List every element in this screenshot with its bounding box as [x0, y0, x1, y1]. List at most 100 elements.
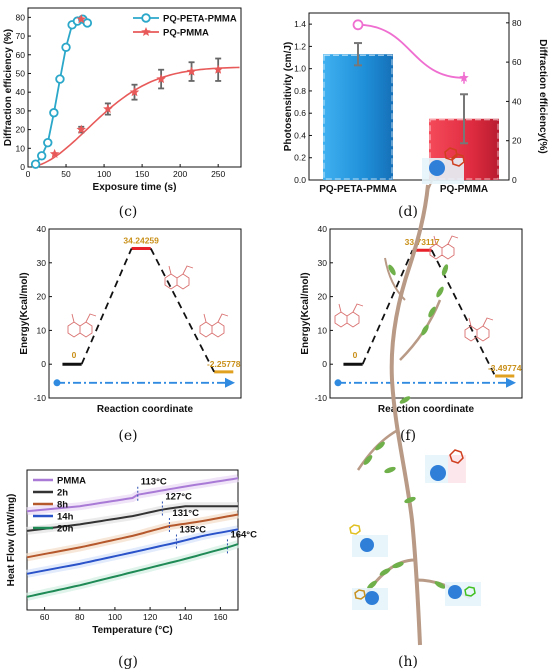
y-tick-label: 40 [318, 224, 328, 234]
molecule-ring [67, 321, 93, 338]
energy-label-transition-state: 33.73117 [405, 237, 440, 247]
tg-label-8h: 131°C [172, 508, 199, 519]
y-tick-label: 1.4 [294, 19, 306, 29]
diffraction-efficiency-line [357, 23, 465, 79]
y-tick-label: -10 [34, 393, 47, 403]
y2-axis-label: Diffraction efficiency(%) [537, 39, 548, 153]
tg-label-20h: 164°C [230, 529, 257, 540]
x-tick-label: 120 [143, 612, 157, 622]
y-tick-label: 10 [16, 143, 26, 153]
axes-frame [329, 228, 523, 399]
reaction-coordinate-arrowhead [506, 377, 516, 388]
molecule-structure-icon [429, 235, 459, 260]
caption-g: (g) [118, 654, 138, 670]
panel-g-chart: 60 80 100 120 140 160 Temperature (°C) Heat Flo… [6, 469, 257, 636]
molecule-bond [433, 235, 459, 245]
line-point-pq-peta-pmma [352, 19, 364, 31]
molecule-bond [338, 303, 364, 313]
legend-label-20h: 20h [57, 524, 74, 535]
x-tick-label: 80 [75, 612, 85, 622]
molecule-bond [203, 313, 229, 323]
bar-border [323, 54, 393, 180]
x-tick-label: 250 [211, 169, 225, 179]
y2-tick-label: 0 [512, 175, 517, 185]
molecule-bubble-upper-right [422, 147, 465, 184]
line-point-pq-pmma [459, 72, 469, 82]
axes-frame [308, 12, 510, 181]
data-point-pq-peta-pmma [36, 151, 47, 161]
reaction-coordinate-start [334, 379, 342, 387]
series-line-pq-pmma-fit [35, 66, 240, 167]
x-tick-label: 100 [97, 169, 111, 179]
y-tick-label: 70 [16, 31, 26, 41]
molecule-bubble-lower-left [352, 588, 388, 610]
y-tick-label: 20 [318, 292, 328, 302]
molecule-bond [71, 313, 97, 323]
y-tick-label: 50 [16, 68, 26, 78]
x-tick-label: 60 [40, 612, 50, 622]
molecule-bubble-top [425, 449, 466, 483]
energy-label-transition-state: 34.24259 [123, 235, 159, 245]
x-tick-label: 0 [26, 169, 31, 179]
reaction-coordinate-start [53, 379, 61, 387]
molecule-ring [334, 311, 360, 328]
y-tick-label: 0.6 [294, 108, 306, 118]
y-tick-label: 1.2 [294, 41, 306, 51]
y-tick-label: 40 [16, 87, 26, 97]
data-point-pq-peta-pmma [30, 159, 41, 169]
data-point-pq-pmma [76, 14, 87, 24]
legend-label-pq-peta-pmma: PQ-PETA-PMMA [163, 14, 237, 25]
molecule-bubble-lower-right [445, 582, 481, 606]
y-tick-label: -10 [315, 393, 328, 403]
caption-f: (f) [400, 428, 416, 444]
series-line-8h [26, 513, 239, 559]
caption-h: (h) [398, 654, 418, 670]
y2-tick-label: 60 [512, 57, 522, 67]
y-tick-label: 0.0 [294, 175, 306, 185]
energy-label-reactant: 0 [72, 350, 77, 360]
caption-d: (d) [398, 204, 418, 220]
data-point-pq-pmma [129, 87, 140, 97]
x-axis-label: Temperature (°C) [92, 625, 173, 636]
x-axis-label: Reaction coordinate [378, 404, 475, 415]
energy-label-product: -3.49774 [488, 363, 522, 373]
molecule-structure-icon [164, 265, 194, 290]
tg-label-pmma: 113°C [141, 477, 167, 488]
axes-frame [48, 228, 242, 399]
y-tick-label: 10 [37, 325, 47, 335]
x-axis-label: Reaction coordinate [97, 404, 194, 415]
reaction-path-up [361, 249, 414, 365]
data-point-pq-peta-pmma [61, 42, 71, 52]
tg-label-2h: 127°C [165, 492, 192, 503]
data-point-pq-pmma [186, 66, 197, 76]
y2-tick-label: 80 [512, 18, 522, 28]
panel-e-chart: -10 0 10 20 30 40 Reaction coordinate Energy(Kc… [19, 224, 242, 415]
molecule-structure-icon [464, 317, 494, 342]
y-tick-label: 40 [37, 224, 47, 234]
axes-frame [27, 7, 242, 168]
y-axis-label: Energy(Kcal/mol) [300, 272, 311, 354]
series-line-14h [26, 528, 239, 575]
legend-marker-pq-peta-pmma [141, 13, 151, 23]
x-axis-label: Exposure time (s) [93, 182, 177, 193]
x-tick-label: 150 [135, 169, 149, 179]
reaction-path-up [80, 248, 133, 365]
x-tick-label: 100 [108, 612, 122, 622]
series-line-2h [26, 505, 238, 532]
y-tick-label: 10 [318, 325, 328, 335]
energy-label-reactant: 0 [353, 350, 358, 360]
y2-tick-label: 40 [512, 96, 522, 106]
y-tick-label: 20 [16, 125, 26, 135]
reaction-coordinate-arrowhead [225, 377, 235, 388]
y-tick-label: 0.8 [294, 86, 306, 96]
caption-e: (e) [118, 428, 137, 444]
data-point-pq-peta-pmma [49, 108, 59, 118]
data-point-pq-pmma [76, 124, 87, 134]
reaction-path-down [149, 248, 215, 373]
y-tick-label: 30 [37, 258, 47, 268]
y-tick-label: 20 [37, 292, 47, 302]
x-category-label: PQ-PETA-PMMA [319, 184, 397, 195]
y-tick-label: 1.0 [294, 64, 306, 74]
y-tick-label: 80 [16, 12, 26, 22]
data-point-pq-pmma [49, 148, 60, 158]
